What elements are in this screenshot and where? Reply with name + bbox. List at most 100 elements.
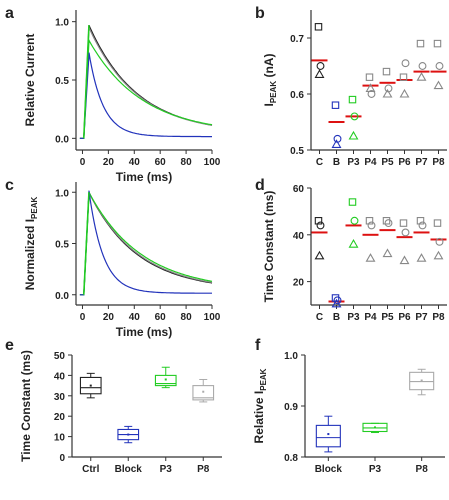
y-tick-label: 1.0: [55, 188, 69, 199]
x-tick-label: Block: [315, 464, 343, 475]
data-point: [314, 250, 325, 260]
y-tick-label: 0.7: [290, 34, 304, 45]
y-tick-label: 0.0: [55, 134, 69, 145]
x-tick-label: 60: [155, 312, 167, 323]
box-iqr: [315, 424, 341, 448]
box-iqr: [192, 385, 215, 401]
y-tick-label: 20: [54, 412, 66, 423]
box-iqr: [79, 376, 102, 395]
data-point: [314, 69, 325, 78]
panel-label-f: f: [255, 337, 261, 354]
series-line-3: [79, 38, 213, 139]
data-point: [416, 217, 425, 225]
data-point: [418, 221, 427, 230]
x-tick-label: P8: [432, 312, 445, 323]
box-mean-marker: [420, 379, 423, 382]
x-tick-label: P8: [432, 157, 445, 168]
y-tick-label: 0.8: [284, 453, 298, 464]
data-point: [331, 139, 342, 148]
y-tick-label: 40: [293, 231, 305, 242]
data-point: [399, 255, 410, 265]
x-tick-label: P4: [364, 157, 377, 168]
x-tick-label: P7: [415, 312, 428, 323]
data-point: [416, 72, 427, 81]
x-tick-label: P7: [415, 157, 428, 168]
data-point: [401, 228, 410, 237]
box-mean-marker: [164, 378, 167, 381]
data-point: [418, 62, 427, 70]
x-tick-label: P3: [347, 157, 360, 168]
x-axis-title: Time (ms): [116, 325, 172, 339]
x-tick-label: P5: [381, 157, 394, 168]
data-point: [384, 219, 393, 228]
y-axis-title: Relative IPEAK: [252, 368, 268, 443]
data-point: [314, 217, 323, 225]
panel-label-e: e: [5, 337, 14, 354]
data-point: [314, 23, 323, 31]
y-tick-label: 0.5: [55, 76, 69, 87]
box-mean-marker: [327, 433, 330, 436]
x-axis-title: Time (ms): [116, 170, 172, 184]
series-line-3: [79, 190, 213, 296]
stimulus-onset-line: [82, 25, 90, 139]
panel-a: 0 20 40 60 80 100 0.0 0.5 1.0 Time (ms) Relative C…: [23, 10, 221, 184]
data-point: [365, 83, 376, 92]
y-tick-label: 0: [59, 453, 65, 464]
data-point: [399, 219, 408, 227]
y-tick-label: 0.5: [290, 146, 304, 157]
data-point: [399, 73, 408, 81]
y-tick-label: 0.6: [290, 90, 304, 101]
x-tick-label: 20: [103, 312, 115, 323]
x-tick-label: B: [333, 157, 340, 168]
panel-label-b: b: [255, 5, 265, 22]
data-point: [382, 248, 393, 258]
box-mean-marker: [89, 384, 92, 387]
data-point: [331, 298, 342, 308]
series-line-2: [79, 192, 213, 296]
x-tick-label: 80: [181, 157, 193, 168]
data-point: [433, 250, 444, 260]
series-line-4: [79, 190, 212, 296]
data-point: [316, 221, 325, 230]
data-point: [331, 101, 340, 109]
y-tick-label: 0.5: [55, 240, 69, 251]
panel-e: 0 10 20 30 40 50 Ctrl Block P3 P8 Time Constant (m…: [19, 350, 222, 475]
y-axis-title: Normalized IPEAK: [23, 196, 39, 290]
data-point: [333, 296, 342, 305]
panel-c: 0 20 40 60 80 100 0.0 0.5 1.0 Time (ms) Normalized…: [23, 182, 221, 339]
x-tick-label: 40: [129, 157, 141, 168]
y-tick-label: 20: [293, 278, 305, 289]
series-line-4: [79, 52, 212, 139]
data-point: [382, 67, 391, 76]
data-point: [382, 88, 393, 98]
x-tick-label: P3: [160, 464, 173, 475]
x-tick-label: P8: [197, 464, 210, 475]
panel-label-c: c: [5, 177, 14, 194]
x-tick-label: 40: [129, 312, 141, 323]
panel-b: 0.5 0.6 0.7 C B P3 P4 P5 P6 P7 P8 IPEAK (nA): [262, 10, 447, 168]
data-point: [348, 95, 357, 104]
x-tick-label: P3: [347, 312, 360, 323]
y-tick-label: 30: [54, 392, 66, 403]
x-tick-label: 100: [204, 157, 221, 168]
data-point: [365, 73, 374, 81]
series-line-2: [79, 27, 213, 139]
data-point: [367, 221, 376, 230]
x-tick-label: C: [316, 312, 323, 323]
x-tick-label: Block: [115, 464, 143, 475]
y-axis-title: IPEAK (nA): [262, 54, 278, 107]
data-point: [348, 130, 359, 140]
x-tick-label: 0: [80, 312, 86, 323]
data-point: [350, 112, 359, 121]
data-point: [348, 198, 357, 206]
panel-label-d: d: [255, 177, 265, 194]
x-tick-label: C: [316, 157, 323, 168]
data-point: [382, 217, 391, 225]
box-mean-marker: [127, 433, 130, 436]
y-tick-label: 10: [54, 433, 66, 444]
y-axis-title: Time Constant (ms): [19, 350, 33, 462]
panel-label-a: a: [5, 5, 14, 22]
data-point: [433, 39, 442, 48]
y-tick-label: 60: [293, 184, 305, 195]
x-tick-label: 80: [181, 312, 193, 323]
